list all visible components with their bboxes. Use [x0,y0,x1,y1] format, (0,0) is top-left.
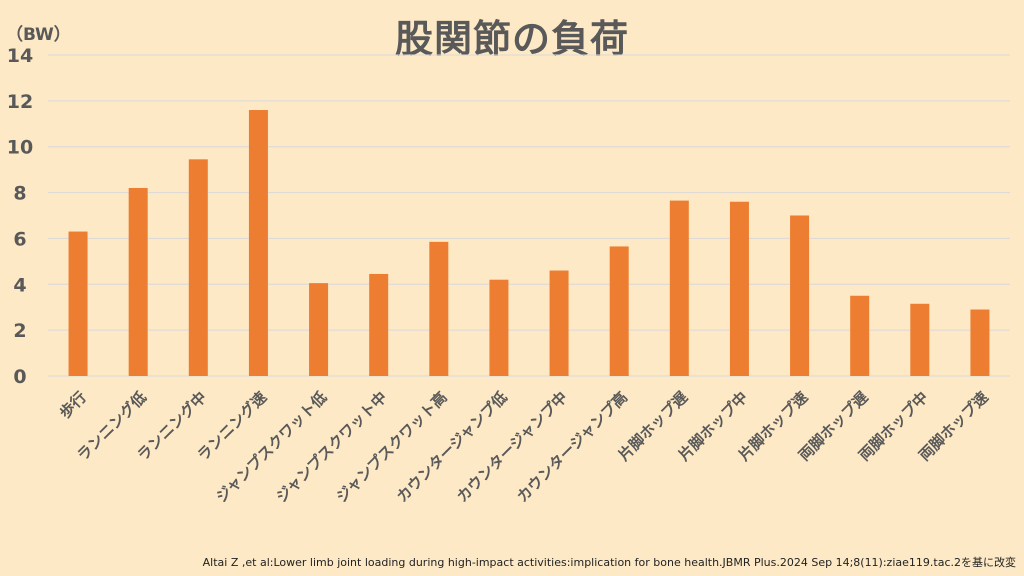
x-category-label: ジャンプスクワット高 [333,388,451,506]
gridlines [48,54,1010,377]
bar [910,303,930,376]
x-category-label: カウンタージャンプ中 [453,388,571,506]
bar [669,200,689,376]
x-axis-labels: 歩行ランニング低ランニング中ランニング速ジャンプスクワット低ジャンプスクワット中… [56,388,992,506]
bar [489,279,509,376]
bar [188,159,208,376]
bar [68,231,88,376]
bar [429,241,449,376]
y-tick-label: 10 [7,137,33,159]
y-tick-label: 6 [13,228,26,250]
x-category-label: ジャンプスクワット低 [212,388,330,506]
x-category-label: ジャンプスクワット中 [273,388,391,506]
y-axis-ticks: 0 2 4 6 8 10 12 14 [7,45,33,388]
y-tick-label: 14 [7,45,33,67]
bar [369,273,389,376]
bar [128,187,148,376]
x-category-label: 歩行 [56,388,90,422]
bar [970,309,990,376]
y-tick-label: 8 [13,183,26,205]
y-tick-label: 0 [13,366,26,388]
bar [609,246,629,376]
y-axis-unit-label: （BW） [6,25,71,45]
bar [248,110,268,377]
source-citation: Altai Z ,et al:Lower limb joint loading … [202,556,1016,569]
x-category-label: カウンタージャンプ低 [393,388,511,506]
chart-title: 股関節の負荷 [394,17,629,61]
bar [850,295,870,376]
x-category-label: カウンタージャンプ高 [513,388,631,506]
y-tick-label: 4 [13,274,26,296]
bar [729,201,749,376]
y-tick-label: 2 [13,320,26,342]
bar [790,215,810,376]
y-tick-label: 12 [7,91,33,113]
bar [549,270,569,376]
bars [68,110,990,377]
bar [309,283,329,376]
